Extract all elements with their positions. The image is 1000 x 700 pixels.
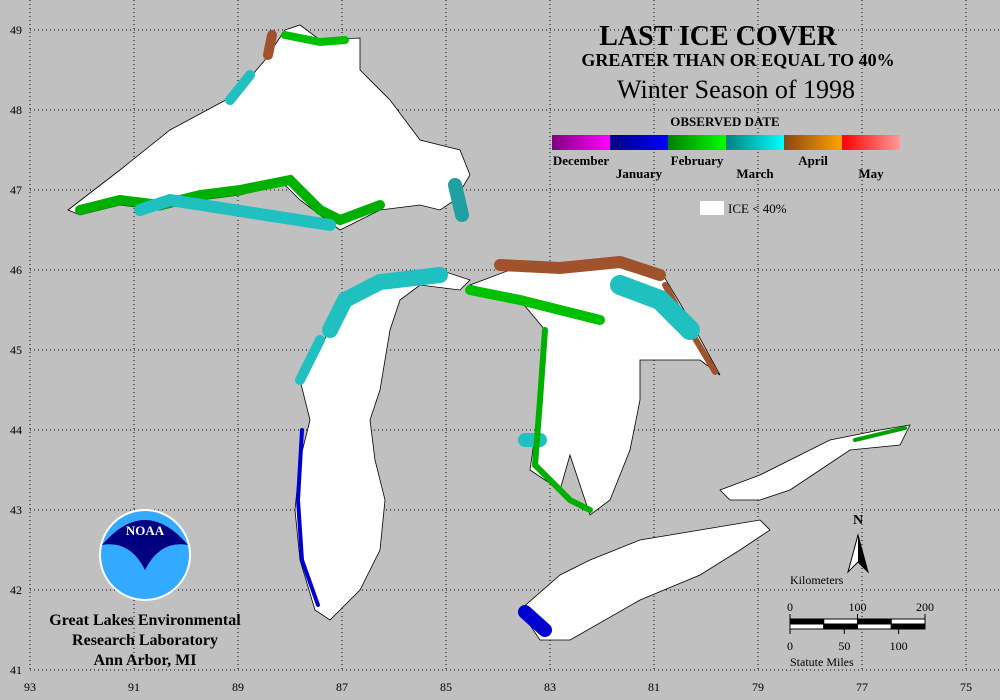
latitude-label: 44 bbox=[10, 423, 22, 437]
legend-label: May bbox=[858, 166, 884, 181]
longitude-label: 91 bbox=[128, 680, 140, 694]
legend-heading: OBSERVED DATE bbox=[670, 114, 779, 129]
ice-band bbox=[134, 193, 336, 231]
latitude-label: 48 bbox=[10, 103, 22, 117]
legend-label: April bbox=[798, 153, 828, 168]
credit-line: Research Laboratory bbox=[72, 632, 218, 649]
ice-band bbox=[531, 327, 593, 513]
scale-segment bbox=[890, 618, 926, 625]
scale-segment bbox=[823, 618, 858, 625]
noaa-logo: NOAA bbox=[99, 509, 191, 601]
longitude-label: 93 bbox=[24, 680, 36, 694]
legend-ice-label: ICE < 40% bbox=[728, 201, 787, 216]
legend-label: March bbox=[736, 166, 774, 181]
season: Winter Season of 1998 bbox=[617, 75, 855, 104]
latitude-label: 43 bbox=[10, 503, 22, 517]
scale-segment bbox=[857, 623, 892, 630]
miles-label: Statute Miles bbox=[790, 655, 854, 669]
scale-segment bbox=[789, 618, 825, 625]
legend-label: December bbox=[553, 153, 610, 168]
legend-swatch-ice bbox=[700, 201, 724, 215]
longitude-label: 81 bbox=[648, 680, 660, 694]
legend-swatch bbox=[842, 135, 900, 150]
legend-swatch bbox=[552, 135, 610, 150]
latitude-label: 41 bbox=[10, 663, 22, 677]
credit-line: Ann Arbor, MI bbox=[94, 652, 197, 669]
lakes bbox=[67, 24, 911, 641]
latitude-label: 45 bbox=[10, 343, 22, 357]
credit-line: Great Lakes Environmental bbox=[49, 612, 241, 629]
km-tick-label: 100 bbox=[849, 600, 867, 614]
ice-band bbox=[225, 70, 255, 105]
scale: N Kilometers Statute Miles 0 100 200 0 50 100 bbox=[787, 513, 934, 669]
km-tick-label: 200 bbox=[916, 600, 934, 614]
latitude-label: 46 bbox=[10, 263, 22, 277]
ice-band bbox=[494, 255, 666, 281]
title: LAST ICE COVER bbox=[599, 21, 837, 52]
ice-band bbox=[281, 31, 349, 47]
mile-tick-label: 100 bbox=[890, 639, 908, 653]
ice-band bbox=[518, 605, 552, 637]
scale-segment bbox=[823, 623, 858, 630]
km-label: Kilometers bbox=[790, 573, 844, 587]
longitude-label: 75 bbox=[960, 680, 972, 694]
lake-ontario bbox=[719, 424, 911, 501]
ice-band bbox=[263, 30, 277, 60]
scale-segment bbox=[789, 623, 825, 630]
legend-swatch bbox=[610, 135, 668, 150]
north-label: N bbox=[853, 513, 863, 528]
mile-tick-label: 50 bbox=[838, 639, 850, 653]
latitude-label: 49 bbox=[10, 23, 22, 37]
north-arrow-half bbox=[858, 535, 868, 572]
longitude-label: 83 bbox=[544, 680, 556, 694]
lake-erie bbox=[519, 519, 771, 641]
subtitle: GREATER THAN OR EQUAL TO 40% bbox=[581, 50, 894, 70]
longitude-label: 85 bbox=[440, 680, 452, 694]
ice-band bbox=[295, 335, 325, 385]
legend-swatch bbox=[668, 135, 726, 150]
legend-swatch bbox=[726, 135, 784, 150]
ice-band bbox=[448, 178, 469, 222]
longitude-label: 77 bbox=[856, 680, 868, 694]
mile-tick-label: 0 bbox=[787, 639, 793, 653]
ice-band bbox=[853, 426, 907, 442]
longitude-label: 89 bbox=[232, 680, 244, 694]
latitude-label: 42 bbox=[10, 583, 22, 597]
scale-segment bbox=[857, 618, 892, 625]
latitude-label: 47 bbox=[10, 183, 22, 197]
ice-band bbox=[465, 285, 605, 325]
scale-segment bbox=[890, 623, 926, 630]
longitude-label: 79 bbox=[752, 680, 764, 694]
legend-label: February bbox=[671, 153, 724, 168]
legend: December January February March April May bbox=[552, 135, 900, 181]
legend-swatch bbox=[784, 135, 842, 150]
ice-band bbox=[610, 275, 700, 340]
ice-band bbox=[75, 174, 385, 226]
ice-band bbox=[295, 428, 320, 607]
km-tick-label: 0 bbox=[787, 600, 793, 614]
ice-bands bbox=[75, 30, 907, 637]
logo-text: NOAA bbox=[126, 523, 165, 538]
ice-band bbox=[322, 267, 448, 338]
longitude-label: 87 bbox=[336, 680, 348, 694]
legend-label: January bbox=[616, 166, 663, 181]
